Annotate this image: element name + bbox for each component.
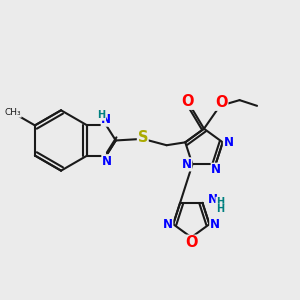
Text: N: N — [210, 218, 220, 231]
Text: N: N — [224, 136, 233, 149]
Text: H: H — [98, 110, 106, 120]
Text: CH₃: CH₃ — [4, 108, 21, 117]
Text: N: N — [163, 218, 173, 231]
Text: O: O — [215, 95, 228, 110]
Text: H: H — [216, 204, 224, 214]
Text: N: N — [182, 158, 192, 171]
Text: S: S — [137, 130, 148, 146]
Text: O: O — [185, 235, 197, 250]
Text: H: H — [216, 197, 224, 207]
Text: N: N — [101, 113, 111, 126]
Text: O: O — [181, 94, 194, 109]
Text: N: N — [211, 163, 221, 176]
Text: N: N — [208, 193, 218, 206]
Text: N: N — [102, 155, 112, 168]
